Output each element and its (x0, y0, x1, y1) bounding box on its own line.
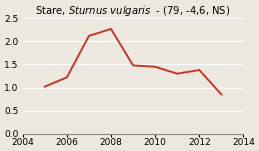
Title: Stare, $\it{Sturnus\ vulgaris}$  - (79, -4,6, NS): Stare, $\it{Sturnus\ vulgaris}$ - (79, -… (35, 4, 231, 18)
